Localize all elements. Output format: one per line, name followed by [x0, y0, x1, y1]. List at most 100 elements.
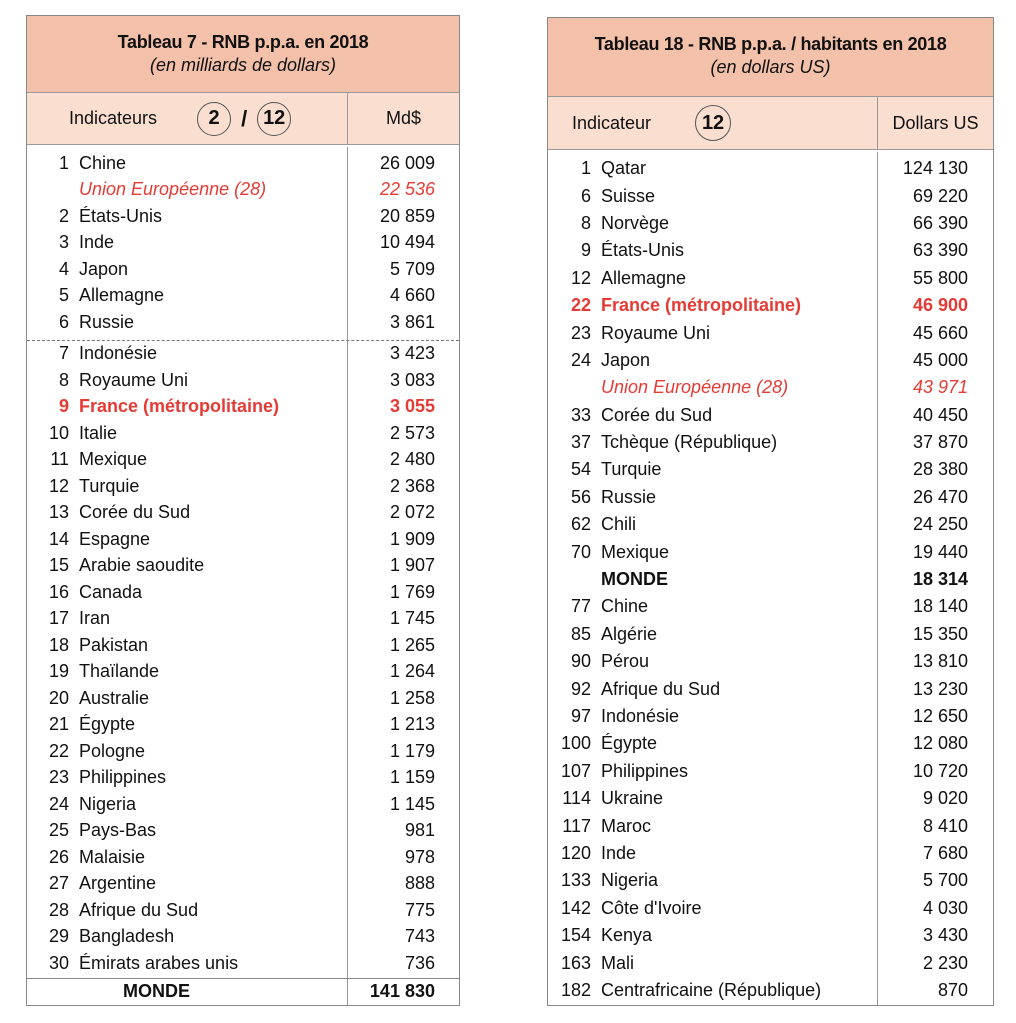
country-name: Qatar	[601, 158, 647, 179]
table-row: 6 Russie 3 861	[27, 309, 459, 336]
country-name: Bangladesh	[79, 926, 175, 947]
value-cell: 26 470	[912, 486, 968, 507]
value-cell: 978	[404, 846, 435, 867]
table-row: 28 Afrique du Sud 775	[27, 897, 459, 924]
country-name: Royaume Uni	[601, 322, 711, 343]
rank-cell: 28	[48, 899, 69, 920]
value-cell: 1 769	[389, 581, 435, 602]
value-cell: 9 020	[922, 788, 968, 809]
rank-cell: 77	[570, 596, 591, 617]
table-row: 25 Pays-Bas 981	[27, 818, 459, 845]
value-cell: 66 390	[912, 212, 968, 233]
country-name: France (métropolitaine)	[601, 295, 802, 316]
value-cell: 15 350	[912, 623, 968, 644]
table-row: 54 Turquie 28 380	[548, 456, 993, 483]
table-row: 24 Japon 45 000	[548, 347, 993, 374]
country-name: Indonésie	[601, 706, 680, 726]
country-name: États-Unis	[601, 240, 685, 261]
table-row: 142 Côte d'Ivoire 4 030	[548, 895, 993, 922]
table-18-header: Indicateur 12 Dollars US	[548, 97, 993, 150]
table-row: 22 Pologne 1 179	[27, 738, 459, 765]
rank-cell: 33	[570, 404, 591, 425]
value-cell: 13 810	[912, 651, 968, 672]
value-cell: 5 709	[389, 258, 435, 279]
rank-cell: 8	[580, 212, 591, 233]
rank-cell: 7	[58, 343, 69, 364]
value-cell: 8 410	[922, 815, 968, 836]
value-cell: 3 423	[389, 343, 435, 364]
table-row: 7 Indonésie 3 423	[27, 339, 459, 368]
rank-cell: 6	[58, 311, 69, 332]
table-row: 10 Italie 2 573	[27, 420, 459, 447]
rank-cell: 3	[58, 232, 69, 253]
value-cell: 1 258	[389, 687, 435, 708]
country-name: Iran	[79, 608, 111, 629]
table-row: 2 États-Unis 20 859	[27, 203, 459, 230]
table-row: 15 Arabie saoudite 1 907	[27, 553, 459, 580]
rank-cell: 16	[48, 581, 69, 602]
table-row: 3 Inde 10 494	[27, 230, 459, 257]
value-cell: 981	[404, 820, 435, 841]
rank-cell: 29	[48, 926, 69, 947]
table-row: 26 Malaisie 978	[27, 844, 459, 871]
rank-cell: 11	[50, 449, 69, 470]
rank-cell: 24	[48, 793, 69, 814]
table-row: 37 Tchèque (République) 37 870	[548, 429, 993, 456]
rank-cell: 12	[570, 267, 591, 288]
value-cell: 3 861	[389, 311, 435, 332]
table-row: 117 Maroc 8 410	[548, 812, 993, 839]
country-name: Philippines	[601, 760, 689, 781]
rank-cell: 182	[560, 979, 591, 1000]
value-cell: 775	[404, 899, 435, 920]
rank-cell: 56	[570, 486, 591, 507]
rank-cell: 70	[570, 541, 591, 562]
rank-cell: 8	[58, 369, 69, 390]
column-divider	[347, 147, 348, 1005]
country-name: Thaïlande	[79, 661, 160, 682]
rank-cell: 107	[560, 760, 591, 781]
rank-cell: 14	[48, 528, 69, 549]
country-name: Royaume Uni	[79, 369, 189, 390]
rank-cell: 62	[570, 514, 591, 535]
country-name: Union Européenne (28)	[79, 179, 267, 200]
value-cell: 46 900	[912, 295, 968, 316]
country-name: Pérou	[601, 651, 650, 672]
table-row: 56 Russie 26 470	[548, 484, 993, 511]
rank-cell: 133	[560, 870, 591, 891]
value-cell: 2 072	[389, 502, 435, 523]
country-name: Japon	[79, 258, 129, 279]
value-cell: 1 159	[389, 767, 435, 788]
table-7-body: 1 Chine 26 009 Union Européenne (28) 22 536 2…	[27, 147, 459, 1005]
value-cell: 18 140	[912, 596, 968, 617]
rank-cell: 18	[48, 634, 69, 655]
table-row: 23 Royaume Uni 45 660	[548, 319, 993, 346]
value-cell: 24 250	[912, 514, 968, 535]
country-name: Malaisie	[79, 846, 146, 867]
value-cell: 1 745	[389, 608, 435, 629]
value-cell: 1 213	[389, 714, 435, 735]
rank-cell: 20	[48, 687, 69, 708]
country-name: Kenya	[601, 925, 653, 946]
country-name: Russie	[79, 311, 135, 332]
table-row: 70 Mexique 19 440	[548, 538, 993, 565]
indicator-badge: 2	[197, 101, 232, 136]
rank-cell: 37	[570, 432, 591, 453]
country-name: Chine	[79, 152, 127, 173]
value-cell: 40 450	[912, 404, 968, 425]
rank-cell: 2	[58, 205, 69, 226]
country-name: Indonésie	[79, 343, 158, 364]
indicator-separator: /	[241, 105, 248, 131]
rank-cell: 85	[570, 623, 591, 644]
eu-row: Union Européenne (28) 22 536	[27, 177, 459, 204]
value-cell: 20 859	[379, 205, 435, 226]
rank-cell: 97	[570, 706, 591, 726]
table-row: 16 Canada 1 769	[27, 579, 459, 606]
table-7-subtitle: (en milliards de dollars)	[149, 55, 337, 75]
value-cell: 43 971	[912, 377, 968, 398]
value-cell: 28 380	[912, 459, 968, 480]
rank-cell: 27	[48, 873, 69, 894]
country-name: Chine	[601, 596, 649, 617]
value-cell: 12 080	[912, 733, 968, 754]
value-cell: 55 800	[912, 267, 968, 288]
table-row: 9 États-Unis 63 390	[548, 237, 993, 264]
